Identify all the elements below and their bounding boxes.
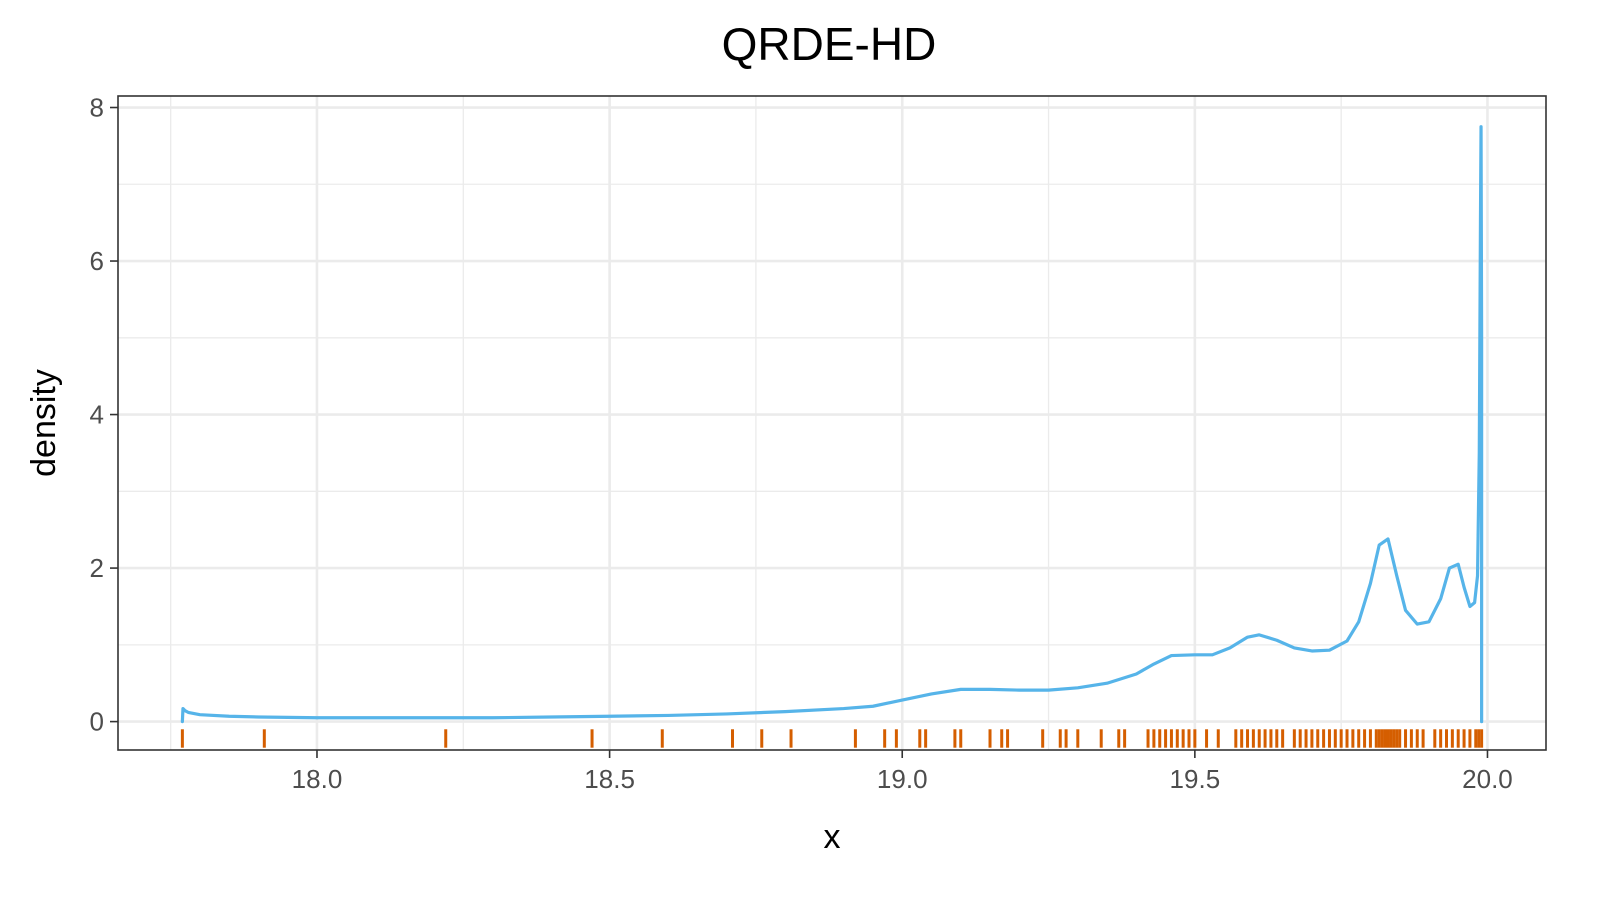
y-tick-label: 4	[90, 400, 104, 430]
density-line	[180, 125, 1484, 724]
x-tick-label: 18.5	[584, 764, 635, 794]
chart-title: QRDE-HD	[722, 18, 937, 70]
x-tick-label: 19.5	[1170, 764, 1221, 794]
x-tick-label: 19.0	[877, 764, 928, 794]
y-tick-label: 8	[90, 93, 104, 123]
x-axis: 18.0 18.5 19.0 19.5 20.0	[292, 750, 1513, 794]
y-axis-title: density	[25, 369, 63, 477]
major-gridlines	[118, 96, 1546, 750]
x-tick-label: 18.0	[292, 764, 343, 794]
y-tick-label: 6	[90, 246, 104, 276]
plot-panel-border	[117, 95, 1547, 751]
x-axis-title: x	[824, 818, 841, 856]
rug-marks	[180, 729, 1484, 748]
y-tick-label: 2	[90, 553, 104, 583]
x-tick-label: 20.0	[1462, 764, 1513, 794]
y-axis: 0 2 4 6 8	[90, 93, 118, 737]
minor-gridlines	[118, 96, 1546, 750]
y-tick-label: 0	[90, 707, 104, 737]
